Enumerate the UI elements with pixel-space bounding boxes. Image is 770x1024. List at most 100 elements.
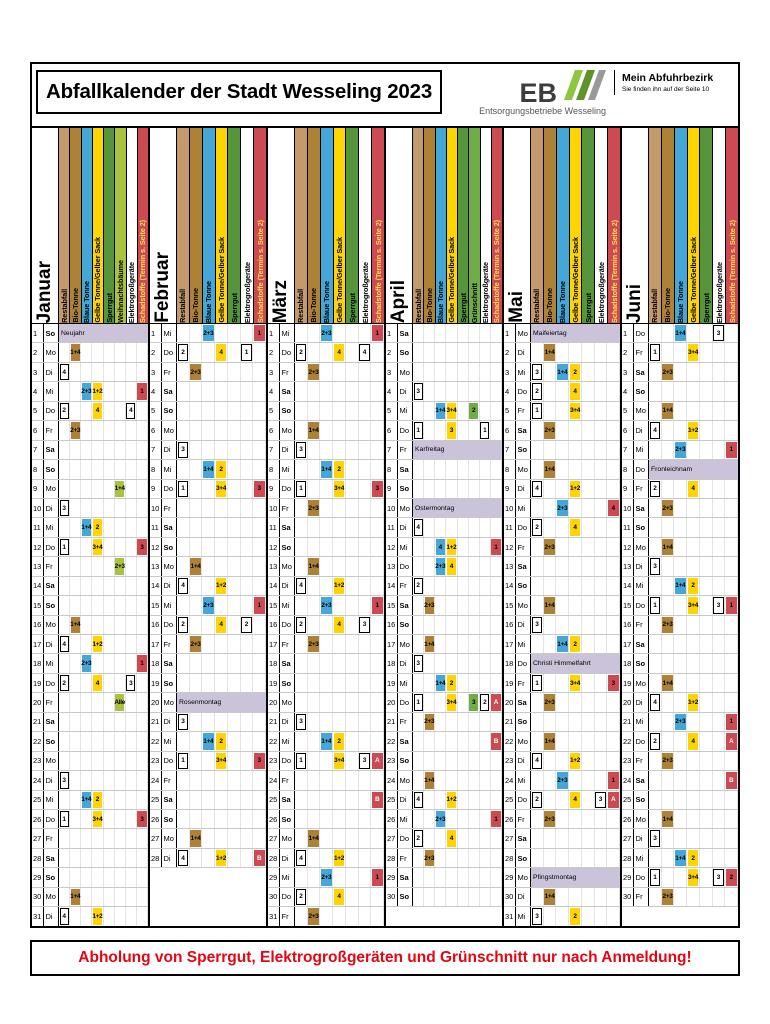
service-cell-rest (295, 635, 308, 654)
collection-mark: 3 (137, 810, 147, 828)
service-cell-gelb (687, 887, 700, 907)
service-cell-schad (607, 615, 620, 634)
day-row: 9 Do 1 3+4 3 (150, 479, 266, 499)
service-cell-rest: 4 (295, 576, 308, 596)
service-cell-gelb (215, 596, 228, 615)
service-cell-bio: 1+4 (70, 615, 82, 634)
service-cell-bio: 1+4 (544, 732, 557, 751)
weekday-label: Sa (516, 693, 531, 712)
column-header-bio: Bio-Tonne (307, 128, 321, 323)
service-cell-elektro (595, 635, 608, 654)
weekday-label: Mi (44, 382, 59, 401)
service-cell-gelb (687, 537, 700, 557)
day-row: 26 So (150, 809, 266, 830)
column-header-elektro: Elektrogroßgeräte (241, 128, 255, 323)
service-cell-rest (649, 712, 662, 732)
service-cell-elektro (595, 615, 608, 634)
service-cell-schad: B (725, 771, 738, 790)
service-cell-rest (531, 809, 544, 829)
service-cell-sperr (458, 382, 469, 401)
weekday-label: Do (280, 479, 295, 498)
service-cell-rest: 2 (295, 615, 308, 634)
service-cell-gruen (469, 751, 480, 771)
service-cell-rest: 3 (649, 557, 662, 576)
service-cell-schad: 3 (137, 809, 148, 829)
service-cell-gelb (569, 440, 582, 460)
weekday-label: Mo (44, 887, 59, 907)
day-number: 22 (150, 732, 162, 751)
weekday-label: Sa (634, 498, 649, 518)
service-cell-sperr (228, 615, 241, 634)
service-cell-blau (435, 382, 447, 401)
weekday-label: Fr (516, 673, 531, 693)
service-cell-sperr (458, 868, 469, 887)
day-row: 8 So (32, 460, 148, 480)
service-cell-sperr (582, 576, 595, 596)
service-cell-sperr (228, 771, 241, 790)
service-cell-schad (253, 498, 266, 518)
service-cell-rest (295, 809, 308, 829)
service-cell-schad (371, 732, 384, 751)
service-cell-rest: 1 (649, 343, 662, 362)
service-cell-rest (413, 460, 425, 479)
day-row: 18 Do Christi Himmelfahrt (504, 654, 620, 674)
service-cell-schad (725, 751, 738, 771)
service-cell-gelb (92, 712, 104, 732)
service-cell-bio (424, 518, 436, 537)
service-cell-elektro (713, 751, 726, 771)
service-cell-elektro (480, 790, 491, 809)
service-cell-elektro (126, 382, 137, 401)
day-row: 9 Fr 2 4 (622, 479, 738, 499)
weekday-label: Fr (398, 576, 413, 596)
service-cell-elektro (595, 887, 608, 907)
service-cell-rest: 3 (413, 654, 425, 673)
collection-mark: 2+3 (674, 713, 686, 731)
day-row: 3 Di 4 (32, 362, 148, 383)
weekday-label: Fr (44, 557, 59, 576)
service-cell-sperr (104, 596, 115, 615)
collection-mark: 2+3 (556, 499, 568, 517)
service-cell-schad (253, 732, 266, 751)
weekday-label: Fr (162, 635, 177, 654)
service-cell-sperr (582, 673, 595, 693)
column-header-gelb: Gelbe Tonne/Gelber Sack (569, 128, 583, 323)
service-cell-elektro: 1 (241, 343, 254, 362)
day-row: 10 Di 3 (32, 498, 148, 519)
service-cell-rest (649, 654, 662, 673)
day-number: 19 (268, 673, 280, 693)
service-cell-gelb: 4 (333, 343, 346, 362)
service-cell-gelb (446, 343, 458, 362)
day-row: 25 Sa (150, 790, 266, 810)
service-cell-elektro (480, 557, 491, 576)
service-cell-gelb (446, 809, 458, 829)
weekday-label: Di (44, 635, 59, 654)
service-cell-wb (115, 343, 126, 362)
service-cell-blau (320, 887, 334, 907)
day-row: 26 Mi 2+3 1 (386, 809, 502, 830)
day-row: 6 Fr 2+3 (32, 421, 148, 441)
service-cell-bio (424, 751, 436, 771)
service-cell-sperr (458, 771, 469, 790)
day-number: 20 (622, 693, 634, 712)
day-row: 19 So (150, 673, 266, 694)
day-row: 13 Mo 1+4 (268, 557, 384, 577)
service-cell-rest: 4 (59, 362, 71, 382)
service-cell-bio: 1+4 (190, 557, 203, 576)
calendar-header: Abfallkalender der Stadt Wesseling 2023 … (32, 64, 738, 126)
service-cell-sperr (104, 887, 115, 907)
service-cell-rest: 4 (531, 479, 544, 498)
service-cell-blau (674, 382, 688, 401)
service-cell-blau (320, 440, 334, 460)
day-number: 27 (622, 829, 634, 848)
service-cell-elektro (126, 479, 137, 498)
weekday-label: Fr (634, 887, 649, 907)
service-cell-blau (81, 732, 93, 751)
weekday-label: Di (634, 829, 649, 848)
service-cell-rest (413, 479, 425, 498)
service-cell-rest (295, 596, 308, 615)
service-cell-blau (81, 907, 93, 926)
service-cell-blau (556, 537, 570, 557)
month-header: Februar Restabfall Bio-Tonne Blaue Tonne Gel… (150, 128, 267, 324)
weekday-label: So (398, 343, 413, 362)
service-cell-sperr (582, 362, 595, 382)
